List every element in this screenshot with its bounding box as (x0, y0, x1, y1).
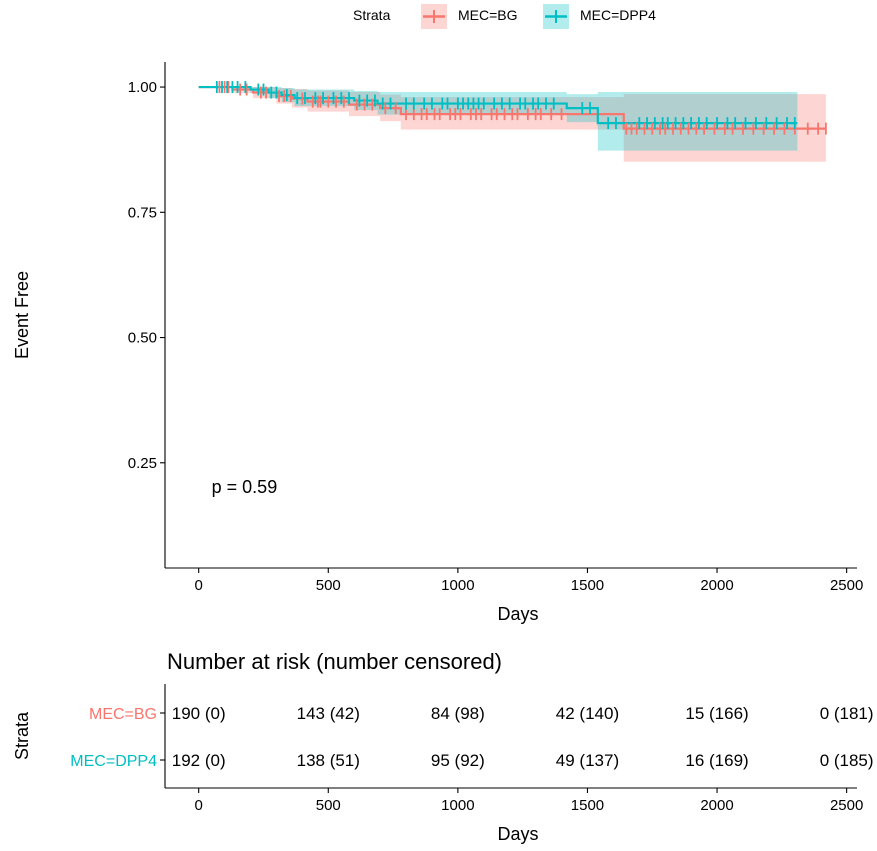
legend-key-mec-dpp4 (543, 4, 569, 29)
censor-marks (215, 81, 827, 135)
risk-x-tick-label: 1000 (441, 797, 474, 814)
risk-cell-mec-bg: 15 (166) (685, 704, 748, 723)
y-tick-label: 0.25 (128, 455, 157, 472)
risk-cell-mec-dpp4: 16 (169) (685, 751, 748, 770)
risk-table: Number at risk (number censored) Strata … (12, 649, 874, 844)
confidence-band-mec-bg (198, 87, 826, 162)
risk-x-tick-label: 2000 (700, 797, 733, 814)
y-axis-ticks: 0.25 0.50 0.75 1.00 (128, 79, 165, 472)
x-tick-label: 1000 (441, 577, 474, 594)
risk-table-y-axis-label: Strata (12, 711, 32, 760)
x-tick-label: 2000 (700, 577, 733, 594)
risk-table-x-axis-label: Days (497, 824, 538, 844)
risk-table-x-axis-ticks: 0 500 1000 1500 2000 2500 (195, 788, 863, 814)
x-tick-label: 1500 (571, 577, 604, 594)
y-tick-label: 0.75 (128, 204, 157, 221)
x-tick-label: 500 (316, 577, 341, 594)
x-axis-label: Days (497, 604, 538, 624)
risk-table-rows: MEC=BG 190 (0) 143 (42) 84 (98) 42 (140) 15 (… (70, 704, 873, 770)
legend-label-mec-bg: MEC=BG (458, 7, 518, 23)
risk-cell-mec-dpp4: 0 (185) (820, 751, 874, 770)
legend-label-mec-dpp4: MEC=DPP4 (580, 7, 656, 23)
legend-title: Strata (353, 7, 391, 23)
risk-cell-mec-bg: 84 (98) (431, 704, 485, 723)
x-tick-label: 2500 (830, 577, 863, 594)
y-tick-label: 1.00 (128, 79, 157, 96)
survival-plot: 0.25 0.50 0.75 1.00 0 500 1000 1500 2000 2500 Da… (12, 62, 863, 624)
x-axis-ticks: 0 500 1000 1500 2000 2500 (195, 568, 863, 594)
risk-cell-mec-bg: 190 (0) (172, 704, 226, 723)
risk-row-label-mec-dpp4: MEC=DPP4 (70, 753, 157, 770)
risk-x-tick-label: 2500 (830, 797, 863, 814)
risk-x-tick-label: 500 (316, 797, 341, 814)
risk-row-label-mec-bg: MEC=BG (89, 706, 157, 723)
y-tick-label: 0.50 (128, 330, 157, 347)
risk-cell-mec-dpp4: 138 (51) (297, 751, 360, 770)
risk-x-tick-label: 1500 (571, 797, 604, 814)
y-axis-label: Event Free (12, 271, 32, 359)
risk-table-title: Number at risk (number censored) (167, 649, 502, 674)
risk-cell-mec-bg: 42 (140) (556, 704, 619, 723)
risk-cell-mec-bg: 143 (42) (297, 704, 360, 723)
risk-cell-mec-bg: 0 (181) (820, 704, 874, 723)
risk-cell-mec-dpp4: 49 (137) (556, 751, 619, 770)
p-value-annotation: p = 0.59 (212, 477, 278, 497)
risk-cell-mec-dpp4: 192 (0) (172, 751, 226, 770)
x-tick-label: 0 (195, 577, 203, 594)
risk-cell-mec-dpp4: 95 (92) (431, 751, 485, 770)
legend-key-mec-bg (421, 4, 447, 29)
risk-x-tick-label: 0 (195, 797, 203, 814)
legend: Strata MEC=BG MEC=DPP4 (353, 4, 656, 29)
